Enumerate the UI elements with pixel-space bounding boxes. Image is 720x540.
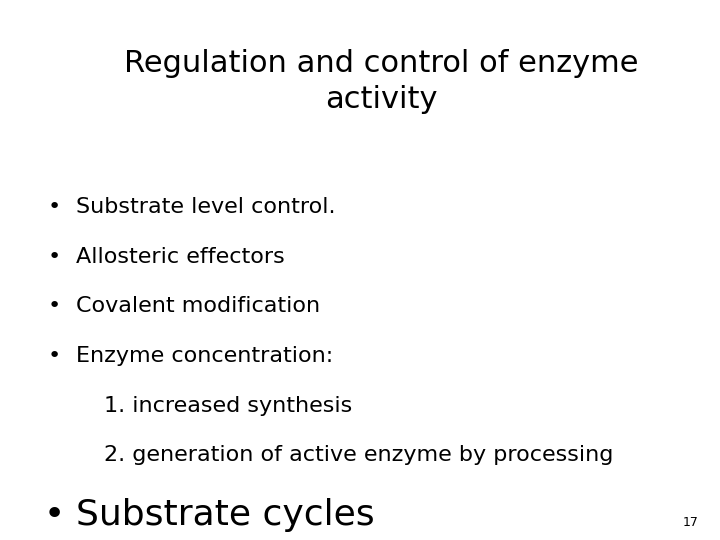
Text: •: • <box>43 498 65 532</box>
Text: Substrate cycles: Substrate cycles <box>76 498 374 532</box>
Text: •: • <box>48 346 60 366</box>
Text: Substrate level control.: Substrate level control. <box>76 197 335 217</box>
Text: •: • <box>48 247 60 267</box>
Text: •: • <box>48 197 60 217</box>
Text: 2. generation of active enzyme by processing: 2. generation of active enzyme by proces… <box>104 446 613 465</box>
Text: Covalent modification: Covalent modification <box>76 296 320 316</box>
Text: 1. increased synthesis: 1. increased synthesis <box>104 396 353 416</box>
Text: Regulation and control of enzyme
activity: Regulation and control of enzyme activit… <box>125 49 639 113</box>
Text: 17: 17 <box>683 516 698 529</box>
Text: Enzyme concentration:: Enzyme concentration: <box>76 346 333 366</box>
Text: •: • <box>48 296 60 316</box>
Text: Allosteric effectors: Allosteric effectors <box>76 247 284 267</box>
